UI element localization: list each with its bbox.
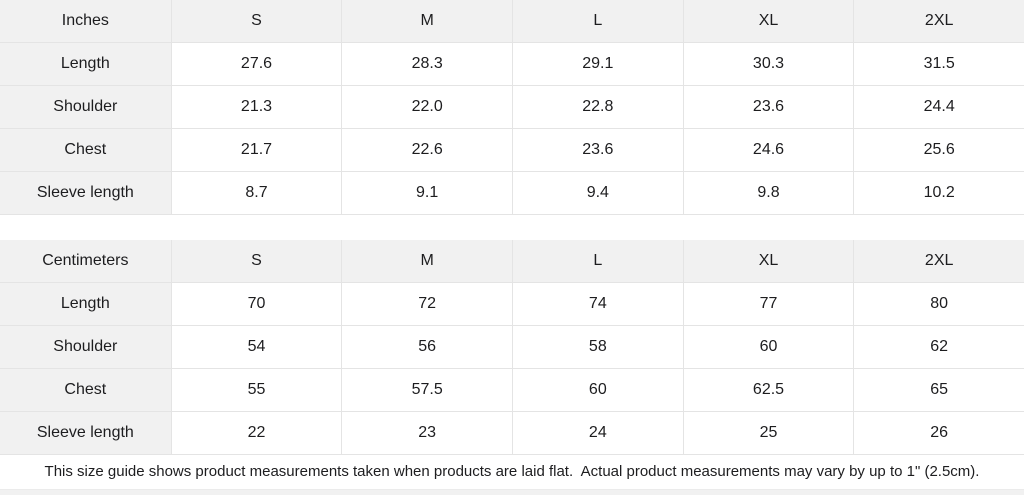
measurement-value-cell: 56 xyxy=(341,325,512,369)
size-column-header: 2XL xyxy=(853,0,1024,43)
measurement-value-cell: 23 xyxy=(341,411,512,455)
size-column-header: 2XL xyxy=(853,239,1024,283)
measurement-value-cell: 29.1 xyxy=(512,43,683,86)
measurement-label-cell: Sleeve length xyxy=(0,411,171,455)
measurement-value-cell: 30.3 xyxy=(682,43,854,86)
measurement-value-cell: 27.6 xyxy=(170,43,342,86)
size-column-header: L xyxy=(512,239,683,283)
measurement-value-cell: 21.3 xyxy=(170,86,342,129)
size-column-header: XL xyxy=(682,0,854,43)
table-row: Shoulder 54 56 58 60 62 xyxy=(0,325,1024,369)
measurement-value-cell: 22.6 xyxy=(341,129,512,172)
table-row: Length 70 72 74 77 80 xyxy=(0,282,1024,326)
bottom-divider xyxy=(0,489,1024,495)
measurement-value-cell: 22.0 xyxy=(341,86,512,129)
measurement-value-cell: 25.6 xyxy=(853,129,1024,172)
measurement-value-cell: 60 xyxy=(512,368,683,412)
measurement-value-cell: 24.6 xyxy=(682,129,854,172)
measurement-value-cell: 24.4 xyxy=(853,86,1024,129)
measurement-value-cell: 23.6 xyxy=(512,129,683,172)
measurement-label-cell: Chest xyxy=(0,129,171,172)
table-spacer xyxy=(0,215,1024,240)
measurement-value-cell: 22 xyxy=(170,411,342,455)
table-row: Shoulder 21.3 22.0 22.8 23.6 24.4 xyxy=(0,86,1024,129)
table-row: Sleeve length 8.7 9.1 9.4 9.8 10.2 xyxy=(0,172,1024,215)
measurement-value-cell: 9.8 xyxy=(682,172,854,215)
measurement-value-cell: 28.3 xyxy=(341,43,512,86)
measurement-value-cell: 60 xyxy=(682,325,854,369)
table-header-row: Inches S M L XL 2XL xyxy=(0,0,1024,43)
measurement-label-cell: Length xyxy=(0,282,171,326)
measurement-label-cell: Shoulder xyxy=(0,325,171,369)
measurement-value-cell: 9.4 xyxy=(512,172,683,215)
measurement-value-cell: 80 xyxy=(853,282,1024,326)
measurement-value-cell: 57.5 xyxy=(341,368,512,412)
size-column-header: M xyxy=(341,0,512,43)
measurement-label-cell: Length xyxy=(0,43,171,86)
measurement-value-cell: 54 xyxy=(170,325,342,369)
size-table-centimeters: Centimeters S M L XL 2XL Length 70 72 74… xyxy=(0,239,1024,455)
measurement-value-cell: 62.5 xyxy=(682,368,854,412)
table-row: Length 27.6 28.3 29.1 30.3 31.5 xyxy=(0,43,1024,86)
size-table-inches: Inches S M L XL 2XL Length 27.6 28.3 29.… xyxy=(0,0,1024,215)
measurement-value-cell: 55 xyxy=(170,368,342,412)
measurement-value-cell: 24 xyxy=(512,411,683,455)
measurement-value-cell: 25 xyxy=(682,411,854,455)
measurement-value-cell: 22.8 xyxy=(512,86,683,129)
table-header-row: Centimeters S M L XL 2XL xyxy=(0,239,1024,283)
measurement-value-cell: 65 xyxy=(853,368,1024,412)
size-column-header: S xyxy=(170,0,342,43)
measurement-value-cell: 23.6 xyxy=(682,86,854,129)
size-guide-note: This size guide shows product measuremen… xyxy=(0,454,1024,490)
size-column-header: M xyxy=(341,239,512,283)
measurement-value-cell: 72 xyxy=(341,282,512,326)
table-row: Sleeve length 22 23 24 25 26 xyxy=(0,411,1024,455)
measurement-value-cell: 9.1 xyxy=(341,172,512,215)
measurement-value-cell: 8.7 xyxy=(170,172,342,215)
measurement-value-cell: 31.5 xyxy=(853,43,1024,86)
table-row: Chest 21.7 22.6 23.6 24.6 25.6 xyxy=(0,129,1024,172)
measurement-value-cell: 77 xyxy=(682,282,854,326)
size-column-header: L xyxy=(512,0,683,43)
size-column-header: S xyxy=(170,239,342,283)
measurement-value-cell: 74 xyxy=(512,282,683,326)
size-column-header: XL xyxy=(682,239,854,283)
unit-label-cell: Inches xyxy=(0,0,171,43)
measurement-value-cell: 21.7 xyxy=(170,129,342,172)
table-row: Chest 55 57.5 60 62.5 65 xyxy=(0,368,1024,412)
measurement-value-cell: 70 xyxy=(170,282,342,326)
measurement-value-cell: 62 xyxy=(853,325,1024,369)
unit-label-cell: Centimeters xyxy=(0,239,171,283)
measurement-value-cell: 10.2 xyxy=(853,172,1024,215)
measurement-label-cell: Chest xyxy=(0,368,171,412)
measurement-label-cell: Shoulder xyxy=(0,86,171,129)
measurement-label-cell: Sleeve length xyxy=(0,172,171,215)
measurement-value-cell: 58 xyxy=(512,325,683,369)
measurement-value-cell: 26 xyxy=(853,411,1024,455)
